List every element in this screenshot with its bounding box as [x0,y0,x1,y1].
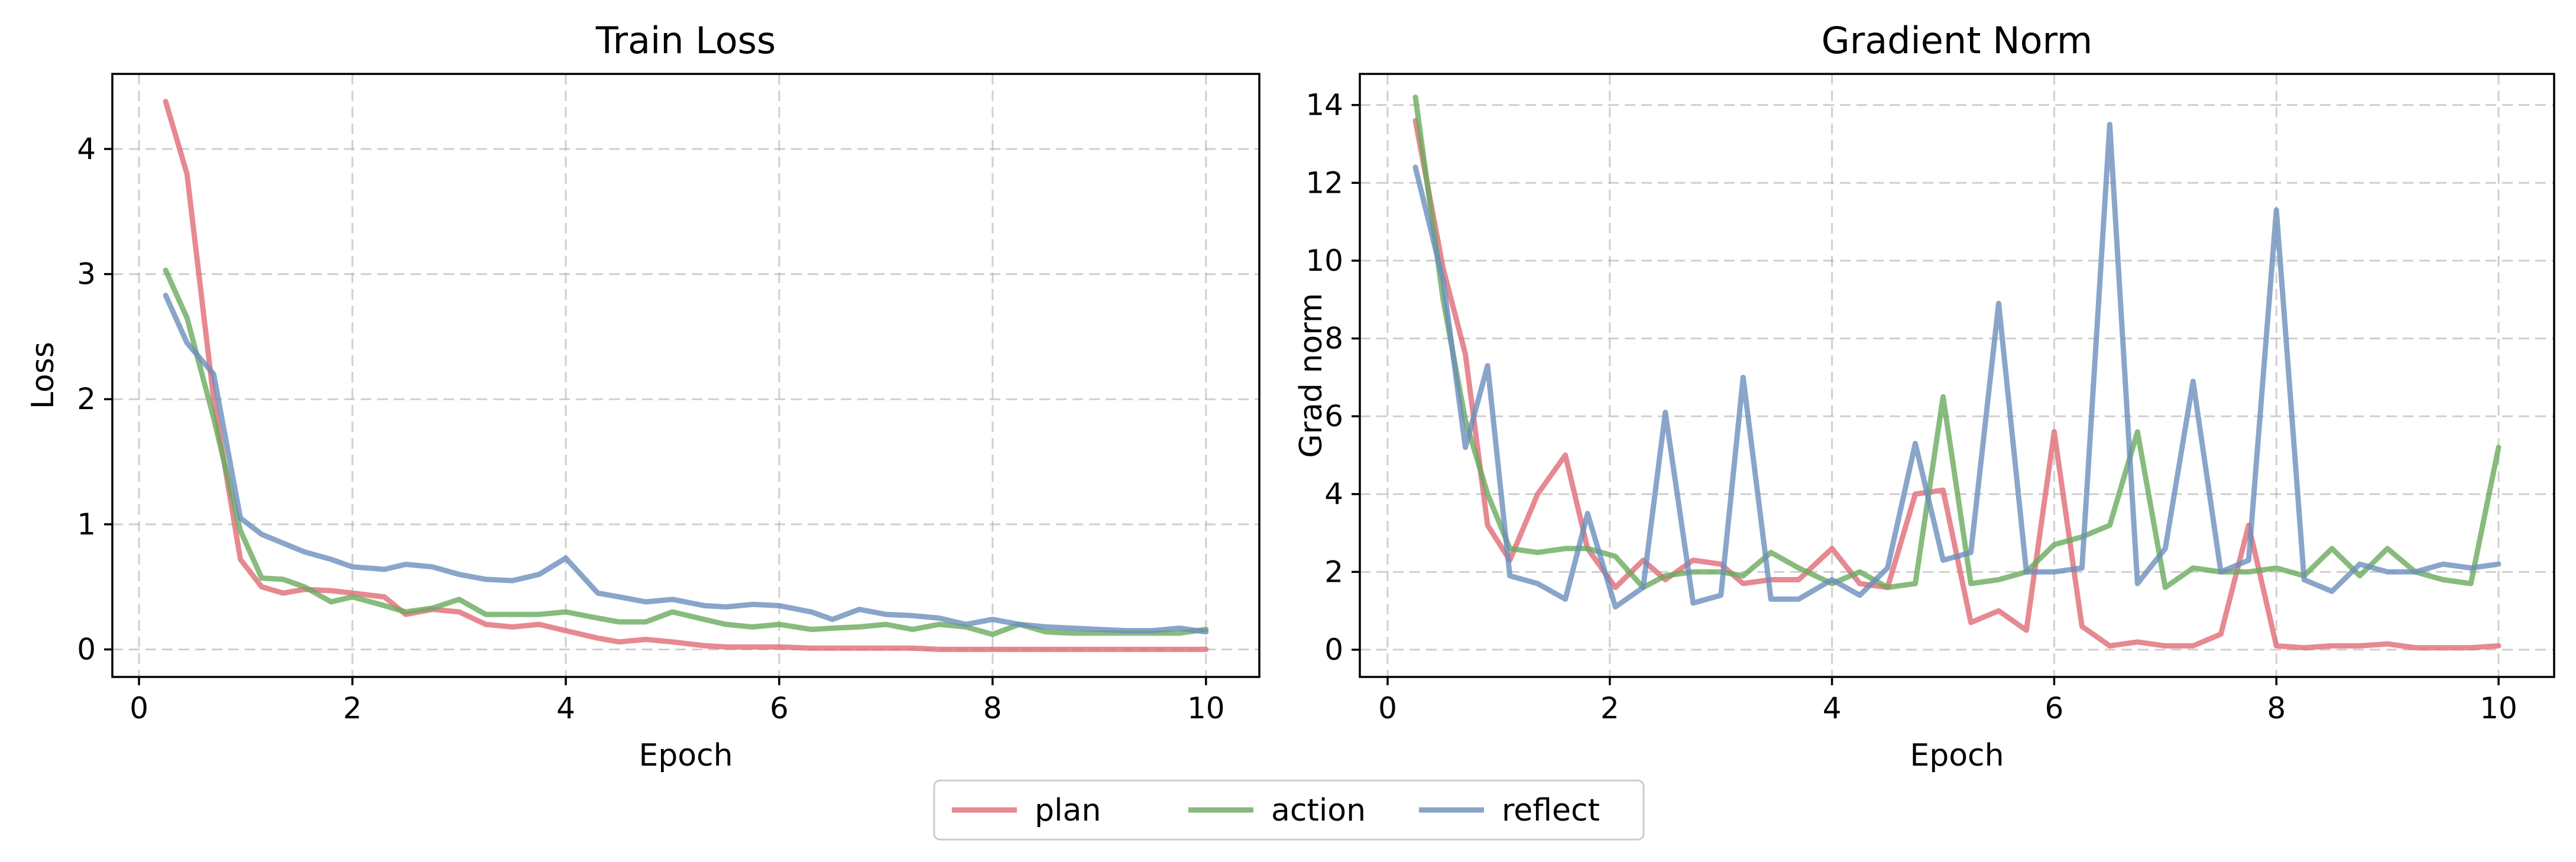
train-loss-xtick-label: 0 [129,691,148,725]
gradient-norm-xtick-label: 2 [1600,691,1619,725]
gradient-norm-ytick-label: 0 [1324,633,1343,667]
gradient-norm-panel: 0 2 4 6 8 10 0 2 4 6 8 10 12 14 Gradient Norm Epoch Grad… [1294,19,2555,773]
gradient-norm-xtick-label: 8 [2267,691,2286,725]
legend-label-plan: plan [1035,793,1101,828]
gradient-norm-ytick-label: 2 [1324,555,1343,589]
gradient-norm-xtick-label: 6 [2045,691,2064,725]
legend-label-action: action [1271,793,1366,828]
legend: plan action reflect [933,779,1645,841]
gradient-norm-ytick-label: 14 [1305,88,1343,122]
train-loss-ytick-label: 4 [77,132,96,166]
train-loss-xtick-label: 2 [343,691,362,725]
train-loss-xtick-label: 4 [556,691,575,725]
train-loss-title: Train Loss [595,19,776,62]
train-loss-xtick-label: 6 [770,691,789,725]
train-loss-xlabel: Epoch [639,738,733,773]
gradient-norm-ytick-label: 4 [1324,477,1343,511]
gradient-norm-ytick-label: 6 [1324,399,1343,433]
train-loss-axes-frame [111,73,1261,678]
gradient-norm-xtick-label: 0 [1378,691,1397,725]
gradient-norm-title: Gradient Norm [1822,19,2093,62]
train-loss-xtick-label: 10 [1187,691,1225,725]
train-loss-ylabel: Loss [25,342,61,409]
train-loss-ytick-label: 2 [77,382,96,416]
gradient-norm-xlabel: Epoch [1910,738,2004,773]
train-loss-series-plan [163,99,1209,652]
train-loss-xtick-label: 8 [983,691,1002,725]
train-loss-series-reflect [163,293,1209,635]
train-loss-panel: 0 2 4 6 8 10 0 1 2 3 4 Train Loss Epoch Loss [25,19,1261,773]
gradient-norm-axes-frame [1359,73,2555,678]
gradient-norm-ytick-label: 12 [1305,166,1343,200]
gradient-norm-xtick-label: 10 [2480,691,2517,725]
gradient-norm-xtick-label: 4 [1823,691,1842,725]
gradient-norm-series-plan [1412,118,2502,651]
gradient-norm-ylabel: Grad norm [1294,293,1329,458]
legend-box [933,779,1645,841]
train-loss-series-action [163,267,1209,637]
train-loss-ytick-label: 3 [77,257,96,291]
train-loss-ytick-label: 0 [77,632,96,666]
gradient-norm-ytick-label: 8 [1324,321,1343,355]
gradient-norm-ytick-label: 10 [1305,244,1343,278]
legend-label-reflect: reflect [1502,793,1600,828]
train-loss-ytick-label: 1 [77,507,96,542]
gradient-norm-series-reflect [1412,122,2502,610]
